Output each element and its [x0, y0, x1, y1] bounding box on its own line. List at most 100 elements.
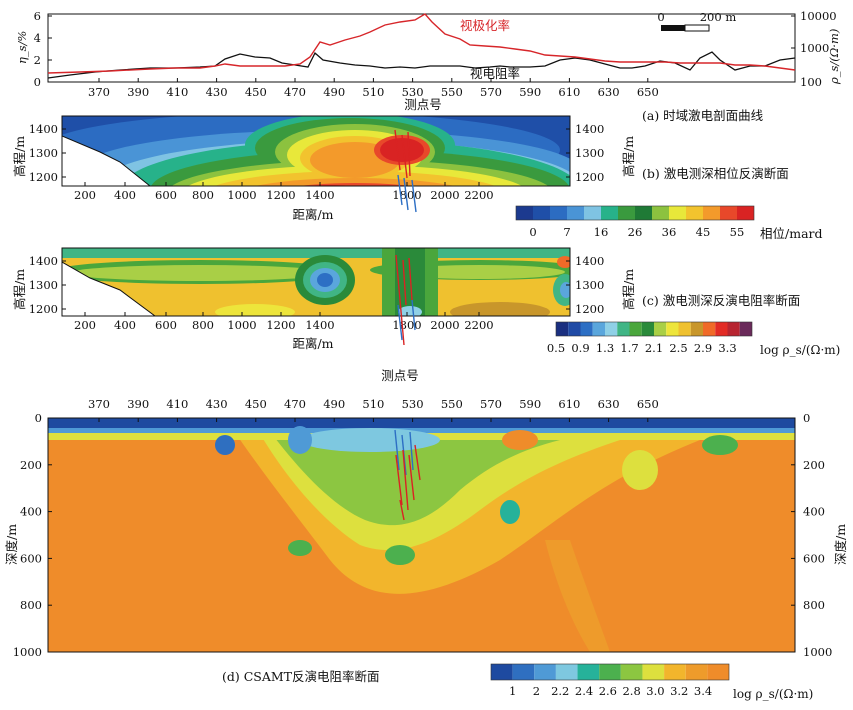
- fault-segment: [411, 179, 417, 213]
- fault-segment: [403, 177, 409, 211]
- panel-b-caption: (b) 激电测深相位反演断面: [642, 166, 789, 181]
- y-right-tick-label: 100: [800, 75, 822, 89]
- y-left-tick-label: 400: [20, 505, 42, 519]
- x-tick-label: 410: [166, 397, 188, 411]
- panel-a-right-axis-label: ρ_s/(Ω·m): [827, 29, 841, 85]
- legend-tick-label: 2.8: [622, 684, 640, 698]
- panel-d-frame: [47, 417, 796, 653]
- panel-d-x-ticks: 370 390 410 430 450 470 490 510 530 550 570 590 610 6…: [88, 397, 659, 422]
- y-left-tick-label: 1200: [29, 302, 58, 316]
- y-right-tick-label: 600: [803, 551, 825, 565]
- x-tick-label: 1200: [266, 318, 295, 332]
- fault-segment: [395, 454, 403, 506]
- scale-bar: 0 200 m: [657, 10, 736, 32]
- legend-tick-label: 2.4: [575, 684, 593, 698]
- x-tick-label: 490: [323, 85, 345, 99]
- x-tick-label: 2000: [430, 318, 459, 332]
- y-left-tick-label: 4: [34, 31, 41, 45]
- legend-swatch: [654, 322, 667, 336]
- y-left-tick-label: 0: [35, 411, 42, 425]
- panel-c-y-axis-label-right: 高程/m: [621, 269, 636, 310]
- x-tick-label: 510: [362, 85, 384, 99]
- x-tick-label: 510: [362, 397, 384, 411]
- panel-b-frame: [61, 115, 571, 187]
- legend-tick-label: 0: [529, 225, 536, 239]
- fault-segment: [411, 299, 416, 331]
- x-tick-label: 370: [88, 397, 110, 411]
- x-tick-label: 570: [480, 397, 502, 411]
- scale-bar-zero: 0: [657, 10, 664, 24]
- x-tick-label: 200: [74, 318, 96, 332]
- legend-swatch: [737, 206, 754, 220]
- legend-swatch: [652, 206, 669, 220]
- legend-swatch: [584, 206, 601, 220]
- x-tick-label: 800: [192, 188, 214, 202]
- y-right-tick-label: 1300: [575, 146, 604, 160]
- fault-segment: [409, 431, 414, 471]
- legend-swatch: [580, 322, 593, 336]
- x-tick-label: 470: [284, 397, 306, 411]
- legend-tick-label: 0.9: [571, 341, 589, 355]
- legend-swatch: [690, 322, 703, 336]
- csamt-section-fill: [48, 418, 795, 652]
- panel-a: 0 2 4 6 100 1000 10000 370 390 410 430 450 470 490 5…: [15, 9, 841, 123]
- panel-c-frame: [61, 247, 571, 317]
- legend-tick-label: 1: [509, 684, 516, 698]
- x-tick-label: 1400: [305, 188, 334, 202]
- fault-segment: [402, 259, 407, 306]
- legend-tick-label: 7: [563, 225, 570, 239]
- apparent-polarizability-curve: [47, 13, 796, 74]
- legend-swatch: [512, 664, 535, 680]
- y-left-tick-label: 6: [34, 9, 41, 23]
- legend-tick-label: 2: [533, 684, 540, 698]
- y-right-tick-label: 400: [803, 505, 825, 519]
- y-right-tick-label: 10000: [800, 9, 837, 23]
- panel-c-caption: (c) 激电测深反演电阻率断面: [642, 293, 800, 308]
- x-tick-label: 650: [637, 85, 659, 99]
- legend-swatch: [592, 322, 605, 336]
- panel-c-x-ticks: 200 400 600 800 1000 1200 1400 1800 2000 2200: [74, 312, 494, 332]
- legend-swatch: [642, 664, 665, 680]
- fault-segment: [402, 449, 409, 511]
- x-tick-label: 570: [480, 85, 502, 99]
- resistivity-legend-d: 1 2 2.2 2.4 2.6 2.8 3.0 3.2 3.4: [490, 663, 730, 698]
- fault-segment: [399, 499, 405, 521]
- legend-swatch: [516, 206, 533, 220]
- x-tick-label: 200: [74, 188, 96, 202]
- panel-a-x-axis-label: 测点号: [404, 97, 442, 112]
- x-tick-label: 590: [519, 397, 541, 411]
- panel-d: 370 390 410 430 450 470 490 510 530 550 570 590 610 6…: [4, 397, 848, 701]
- legend-tick-label: 3.0: [646, 684, 664, 698]
- x-tick-label: 2000: [430, 188, 459, 202]
- legend-swatch: [605, 322, 618, 336]
- fault-segment: [395, 254, 401, 301]
- y-left-tick-label: 1400: [29, 254, 58, 268]
- legend-swatch: [664, 664, 686, 680]
- x-tick-label: 1400: [305, 318, 334, 332]
- x-tick-label: 650: [637, 397, 659, 411]
- x-tick-label: 390: [127, 397, 149, 411]
- legend-tick-label: 2.9: [694, 341, 712, 355]
- legend-tick-label: 2.6: [599, 684, 617, 698]
- legend-swatch: [703, 322, 716, 336]
- panel-d-y-axis-label: 深度/m: [4, 524, 19, 565]
- polarizability-series-label: 视极化率: [460, 18, 510, 33]
- x-tick-label: 2200: [464, 318, 493, 332]
- x-tick-label: 400: [114, 188, 136, 202]
- y-left-tick-label: 1200: [29, 170, 58, 184]
- panel-d-caption: (d) CSAMT反演电阻率断面: [222, 669, 380, 684]
- fault-lines: [394, 129, 421, 521]
- y-left-tick-label: 1400: [29, 122, 58, 136]
- x-tick-label: 630: [598, 397, 620, 411]
- legend-frame: [515, 205, 755, 221]
- legend-frame: [490, 663, 730, 681]
- panel-a-caption: (a) 时域激电剖面曲线: [642, 108, 764, 123]
- panel-c-y-ticks: 1400 1400 1300 1300 1200 1200: [29, 254, 605, 316]
- legend-swatch: [617, 322, 630, 336]
- panel-c-bottom-label: 测点号: [381, 368, 419, 383]
- x-tick-label: 430: [206, 85, 228, 99]
- legend-swatch: [678, 322, 691, 336]
- legend-swatch: [686, 206, 703, 220]
- x-tick-label: 610: [558, 85, 580, 99]
- phase-legend: 0 7 16 26 36 45 55: [515, 205, 755, 239]
